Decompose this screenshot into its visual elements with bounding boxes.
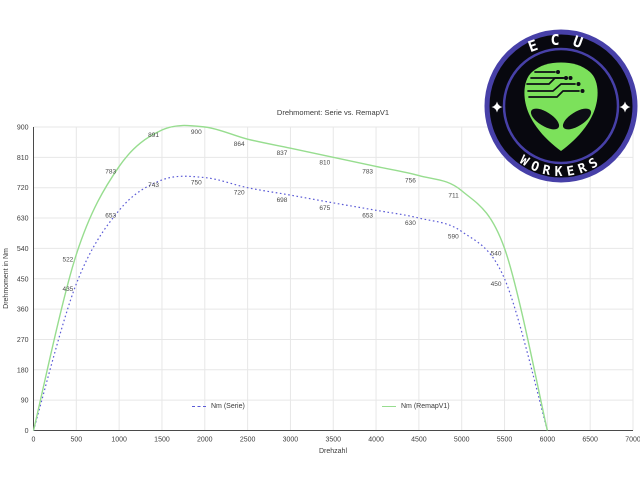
x-axis-title: Drehzahl bbox=[318, 448, 347, 455]
point-label: 837 bbox=[277, 150, 288, 157]
y-tick-label: 630 bbox=[17, 216, 29, 223]
x-tick-label: 5000 bbox=[454, 437, 470, 444]
point-label: 711 bbox=[448, 193, 459, 200]
x-tick-label: 4500 bbox=[411, 437, 427, 444]
ecu-workers-logo: ECU WORKERS bbox=[484, 29, 638, 183]
circuit-nodes-icon bbox=[556, 70, 585, 93]
x-tick-label: 500 bbox=[70, 437, 82, 444]
y-tick-label: 900 bbox=[17, 125, 29, 132]
y-axis-title: Drehmoment in Nm bbox=[3, 248, 10, 309]
point-label: 783 bbox=[362, 168, 373, 175]
y-tick-label: 360 bbox=[17, 307, 29, 314]
legend-label-serie: Nm (Serie) bbox=[211, 402, 245, 410]
y-tick-label: 450 bbox=[17, 276, 29, 283]
alien-eyes-icon bbox=[530, 108, 592, 130]
legend-label-remap: Nm (RemapV1) bbox=[401, 402, 450, 410]
point-label: 783 bbox=[105, 168, 116, 175]
x-tick-label: 6500 bbox=[582, 437, 598, 444]
y-tick-label: 540 bbox=[17, 246, 29, 253]
y-tick-label: 270 bbox=[17, 337, 29, 344]
point-label: 675 bbox=[319, 205, 330, 212]
point-label: 900 bbox=[191, 129, 202, 136]
circuit-traces-icon bbox=[526, 71, 580, 98]
y-tick-label: 810 bbox=[17, 155, 29, 162]
x-tick-label: 0 bbox=[32, 437, 36, 444]
serie-dashed-line-icon bbox=[192, 405, 206, 407]
point-label: 750 bbox=[191, 180, 202, 187]
remap-solid-line-icon bbox=[382, 405, 396, 407]
point-label: 630 bbox=[405, 220, 416, 227]
sparkle-right-icon bbox=[619, 101, 631, 113]
point-label: 435 bbox=[62, 286, 73, 293]
series-line-1 bbox=[32, 124, 549, 431]
point-label: 743 bbox=[148, 182, 159, 189]
point-label: 653 bbox=[362, 212, 373, 219]
point-label: 698 bbox=[277, 197, 288, 204]
x-tick-label: 2500 bbox=[240, 437, 256, 444]
point-label: 864 bbox=[234, 141, 245, 148]
x-tick-label: 3000 bbox=[283, 437, 299, 444]
x-tick-label: 5500 bbox=[497, 437, 513, 444]
y-tick-label: 180 bbox=[17, 367, 29, 374]
point-label: 540 bbox=[491, 250, 502, 257]
point-label: 450 bbox=[491, 281, 502, 288]
point-label: 891 bbox=[148, 132, 159, 139]
y-tick-label: 720 bbox=[17, 185, 29, 192]
point-label: 590 bbox=[448, 234, 459, 241]
sparkle-left-icon bbox=[491, 101, 503, 113]
legend-item-serie: Nm (Serie) bbox=[192, 401, 245, 411]
point-label: 522 bbox=[62, 256, 73, 263]
point-label: 720 bbox=[234, 190, 245, 197]
point-label: 653 bbox=[105, 212, 116, 219]
y-tick-label: 90 bbox=[21, 398, 29, 405]
alien-head-icon bbox=[524, 62, 598, 151]
x-tick-label: 1000 bbox=[111, 437, 127, 444]
x-tick-label: 2000 bbox=[197, 437, 213, 444]
x-tick-label: 3500 bbox=[325, 437, 341, 444]
x-tick-label: 6000 bbox=[540, 437, 556, 444]
x-tick-label: 7000 bbox=[625, 437, 640, 444]
legend-item-remap: Nm (RemapV1) bbox=[382, 401, 450, 411]
point-label: 756 bbox=[405, 178, 416, 185]
chart-title: Drehmoment: Serie vs. RemapV1 bbox=[276, 108, 390, 117]
series-line-0 bbox=[32, 175, 548, 431]
point-label: 810 bbox=[319, 159, 330, 166]
x-tick-label: 1500 bbox=[154, 437, 170, 444]
x-tick-label: 4000 bbox=[368, 437, 384, 444]
y-tick-label: 0 bbox=[25, 428, 29, 435]
